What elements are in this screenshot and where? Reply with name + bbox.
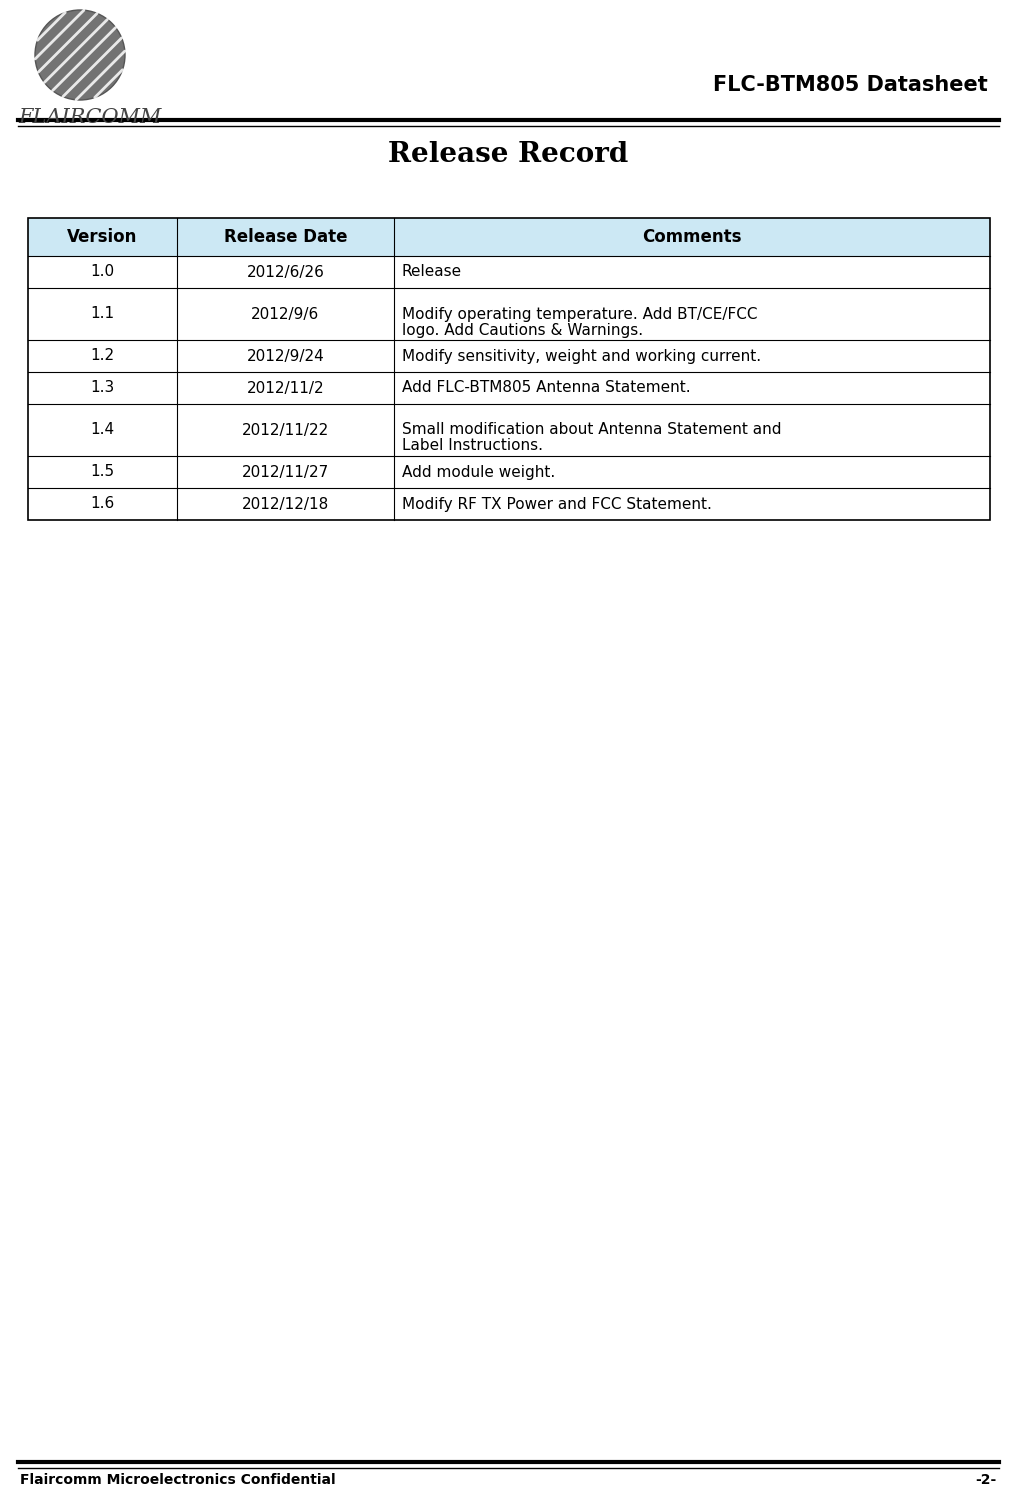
Text: Comments: Comments — [642, 228, 741, 246]
Bar — [28, 218, 990, 519]
Text: Flaircomm Microelectronics Confidential: Flaircomm Microelectronics Confidential — [20, 1472, 336, 1487]
Bar — [28, 341, 990, 372]
Bar — [28, 372, 990, 404]
Bar — [28, 218, 990, 257]
Text: Modify RF TX Power and FCC Statement.: Modify RF TX Power and FCC Statement. — [402, 497, 712, 512]
Text: Release Record: Release Record — [387, 141, 629, 168]
Text: 1.5: 1.5 — [91, 464, 115, 479]
Bar — [28, 257, 990, 288]
Text: Add FLC-BTM805 Antenna Statement.: Add FLC-BTM805 Antenna Statement. — [402, 380, 691, 395]
Bar — [28, 456, 990, 488]
Text: 1.1: 1.1 — [91, 306, 115, 321]
Text: Label Instructions.: Label Instructions. — [402, 438, 542, 453]
Text: Add module weight.: Add module weight. — [402, 464, 555, 479]
Text: Release: Release — [402, 264, 462, 279]
Text: 1.0: 1.0 — [91, 264, 115, 279]
Text: Version: Version — [67, 228, 137, 246]
Bar — [28, 404, 990, 456]
Text: FLAIRCOMM: FLAIRCOMM — [18, 108, 162, 128]
Text: logo. Add Cautions & Warnings.: logo. Add Cautions & Warnings. — [402, 323, 643, 338]
Text: 1.4: 1.4 — [91, 422, 115, 437]
Text: 2012/6/26: 2012/6/26 — [246, 264, 324, 279]
Text: 2012/11/27: 2012/11/27 — [242, 464, 328, 479]
Bar — [28, 488, 990, 519]
Bar — [28, 288, 990, 341]
Text: 2012/11/2: 2012/11/2 — [246, 380, 324, 395]
Text: 2012/9/24: 2012/9/24 — [246, 348, 324, 363]
Text: FLC-BTM805 Datasheet: FLC-BTM805 Datasheet — [713, 75, 988, 95]
Circle shape — [35, 11, 125, 101]
Text: 2012/9/6: 2012/9/6 — [251, 306, 319, 321]
Text: Modify sensitivity, weight and working current.: Modify sensitivity, weight and working c… — [402, 348, 761, 363]
Text: -2-: -2- — [975, 1472, 997, 1487]
Text: Release Date: Release Date — [224, 228, 347, 246]
Text: 2012/12/18: 2012/12/18 — [242, 497, 328, 512]
Text: Small modification about Antenna Statement and: Small modification about Antenna Stateme… — [402, 422, 781, 437]
Text: 1.3: 1.3 — [91, 380, 115, 395]
Text: 2012/11/22: 2012/11/22 — [242, 422, 328, 437]
Text: 1.6: 1.6 — [91, 497, 115, 512]
Text: 1.2: 1.2 — [91, 348, 115, 363]
Text: Modify operating temperature. Add BT/CE/FCC: Modify operating temperature. Add BT/CE/… — [402, 306, 757, 321]
